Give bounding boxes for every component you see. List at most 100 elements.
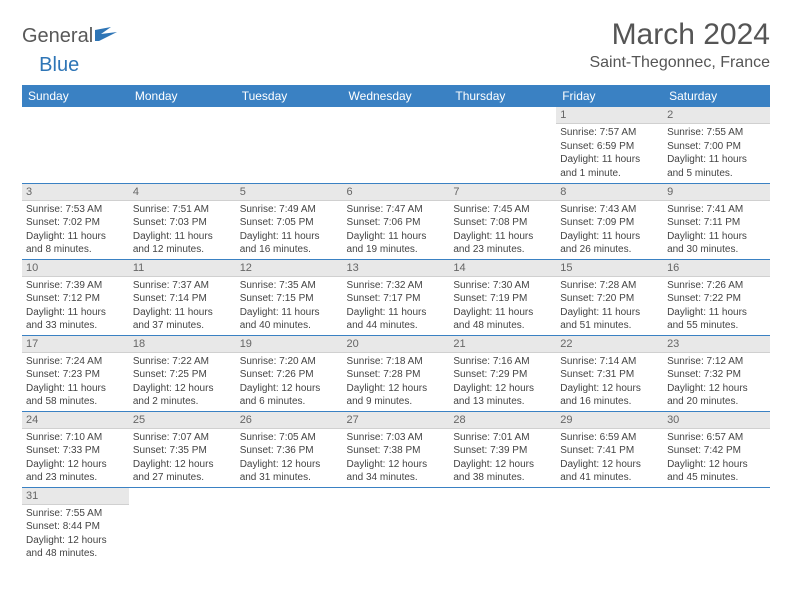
daylight-text: Daylight: 11 hours and 55 minutes. [667, 306, 766, 333]
sunrise-text: Sunrise: 7:51 AM [133, 203, 232, 217]
calendar-day: 27Sunrise: 7:03 AMSunset: 7:38 PMDayligh… [343, 411, 450, 487]
sunset-text: Sunset: 7:20 PM [560, 292, 659, 306]
day-number: 18 [129, 336, 236, 353]
sunset-text: Sunset: 7:08 PM [453, 216, 552, 230]
daylight-text: Daylight: 12 hours and 27 minutes. [133, 458, 232, 485]
calendar-day [556, 487, 663, 563]
calendar-day: 16Sunrise: 7:26 AMSunset: 7:22 PMDayligh… [663, 259, 770, 335]
day-details: Sunrise: 7:03 AMSunset: 7:38 PMDaylight:… [343, 429, 450, 487]
sunset-text: Sunset: 7:28 PM [347, 368, 446, 382]
daylight-text: Daylight: 12 hours and 23 minutes. [26, 458, 125, 485]
daylight-text: Daylight: 12 hours and 13 minutes. [453, 382, 552, 409]
calendar-day: 22Sunrise: 7:14 AMSunset: 7:31 PMDayligh… [556, 335, 663, 411]
daylight-text: Daylight: 11 hours and 26 minutes. [560, 230, 659, 257]
day-details: Sunrise: 7:43 AMSunset: 7:09 PMDaylight:… [556, 201, 663, 259]
day-details: Sunrise: 7:24 AMSunset: 7:23 PMDaylight:… [22, 353, 129, 411]
sunrise-text: Sunrise: 7:16 AM [453, 355, 552, 369]
sunrise-text: Sunrise: 7:28 AM [560, 279, 659, 293]
calendar-day: 8Sunrise: 7:43 AMSunset: 7:09 PMDaylight… [556, 183, 663, 259]
sunset-text: Sunset: 7:06 PM [347, 216, 446, 230]
daylight-text: Daylight: 11 hours and 8 minutes. [26, 230, 125, 257]
day-details: Sunrise: 6:57 AMSunset: 7:42 PMDaylight:… [663, 429, 770, 487]
calendar-day: 29Sunrise: 6:59 AMSunset: 7:41 PMDayligh… [556, 411, 663, 487]
day-details: Sunrise: 7:37 AMSunset: 7:14 PMDaylight:… [129, 277, 236, 335]
flag-icon [95, 24, 117, 47]
sunrise-text: Sunrise: 7:07 AM [133, 431, 232, 445]
logo-text-blue: Blue [39, 54, 79, 77]
sunrise-text: Sunrise: 7:55 AM [667, 126, 766, 140]
calendar-day: 24Sunrise: 7:10 AMSunset: 7:33 PMDayligh… [22, 411, 129, 487]
calendar-week: 3Sunrise: 7:53 AMSunset: 7:02 PMDaylight… [22, 183, 770, 259]
sunset-text: Sunset: 7:14 PM [133, 292, 232, 306]
day-details: Sunrise: 7:51 AMSunset: 7:03 PMDaylight:… [129, 201, 236, 259]
calendar-day: 4Sunrise: 7:51 AMSunset: 7:03 PMDaylight… [129, 183, 236, 259]
daylight-text: Daylight: 11 hours and 1 minute. [560, 153, 659, 180]
daylight-text: Daylight: 12 hours and 16 minutes. [560, 382, 659, 409]
calendar-day: 2Sunrise: 7:55 AMSunset: 7:00 PMDaylight… [663, 107, 770, 183]
daylight-text: Daylight: 11 hours and 33 minutes. [26, 306, 125, 333]
calendar-day: 13Sunrise: 7:32 AMSunset: 7:17 PMDayligh… [343, 259, 450, 335]
calendar-day [22, 107, 129, 183]
sunset-text: Sunset: 7:41 PM [560, 444, 659, 458]
sunrise-text: Sunrise: 7:30 AM [453, 279, 552, 293]
sunset-text: Sunset: 7:26 PM [240, 368, 339, 382]
location: Saint-Thegonnec, France [589, 54, 770, 72]
logo-text-general: General [22, 25, 93, 48]
day-details: Sunrise: 7:45 AMSunset: 7:08 PMDaylight:… [449, 201, 556, 259]
day-details: Sunrise: 7:55 AMSunset: 7:00 PMDaylight:… [663, 124, 770, 182]
sunrise-text: Sunrise: 7:32 AM [347, 279, 446, 293]
day-number: 30 [663, 412, 770, 429]
day-number: 16 [663, 260, 770, 277]
sunset-text: Sunset: 7:32 PM [667, 368, 766, 382]
day-number: 29 [556, 412, 663, 429]
daylight-text: Daylight: 12 hours and 38 minutes. [453, 458, 552, 485]
calendar-day: 10Sunrise: 7:39 AMSunset: 7:12 PMDayligh… [22, 259, 129, 335]
day-number: 19 [236, 336, 343, 353]
sunset-text: Sunset: 7:39 PM [453, 444, 552, 458]
day-details: Sunrise: 7:39 AMSunset: 7:12 PMDaylight:… [22, 277, 129, 335]
sunrise-text: Sunrise: 7:41 AM [667, 203, 766, 217]
logo: General [22, 24, 117, 49]
sunset-text: Sunset: 7:11 PM [667, 216, 766, 230]
day-header: Wednesday [343, 85, 450, 107]
day-number: 28 [449, 412, 556, 429]
sunset-text: Sunset: 7:15 PM [240, 292, 339, 306]
day-number: 9 [663, 184, 770, 201]
calendar-day: 14Sunrise: 7:30 AMSunset: 7:19 PMDayligh… [449, 259, 556, 335]
calendar-day: 6Sunrise: 7:47 AMSunset: 7:06 PMDaylight… [343, 183, 450, 259]
day-number: 4 [129, 184, 236, 201]
sunrise-text: Sunrise: 6:59 AM [560, 431, 659, 445]
month-title: March 2024 [589, 18, 770, 52]
calendar-day: 19Sunrise: 7:20 AMSunset: 7:26 PMDayligh… [236, 335, 343, 411]
sunrise-text: Sunrise: 7:39 AM [26, 279, 125, 293]
day-number: 31 [22, 488, 129, 505]
sunset-text: Sunset: 7:42 PM [667, 444, 766, 458]
sunrise-text: Sunrise: 7:22 AM [133, 355, 232, 369]
calendar-day: 3Sunrise: 7:53 AMSunset: 7:02 PMDaylight… [22, 183, 129, 259]
day-details: Sunrise: 7:01 AMSunset: 7:39 PMDaylight:… [449, 429, 556, 487]
sunset-text: Sunset: 7:31 PM [560, 368, 659, 382]
day-details: Sunrise: 7:35 AMSunset: 7:15 PMDaylight:… [236, 277, 343, 335]
day-number: 27 [343, 412, 450, 429]
sunrise-text: Sunrise: 7:53 AM [26, 203, 125, 217]
calendar-day: 9 Sunrise: 7:41 AMSunset: 7:11 PMDaylight… [663, 183, 770, 259]
sunrise-text: Sunrise: 7:12 AM [667, 355, 766, 369]
day-number: 25 [129, 412, 236, 429]
day-details: Sunrise: 7:07 AMSunset: 7:35 PMDaylight:… [129, 429, 236, 487]
calendar-day [343, 487, 450, 563]
calendar-day: 21Sunrise: 7:16 AMSunset: 7:29 PMDayligh… [449, 335, 556, 411]
sunset-text: Sunset: 7:33 PM [26, 444, 125, 458]
daylight-text: Daylight: 11 hours and 16 minutes. [240, 230, 339, 257]
calendar-day [236, 107, 343, 183]
calendar-day: 15Sunrise: 7:28 AMSunset: 7:20 PMDayligh… [556, 259, 663, 335]
calendar-day: 23Sunrise: 7:12 AMSunset: 7:32 PMDayligh… [663, 335, 770, 411]
calendar-table: Sunday Monday Tuesday Wednesday Thursday… [22, 85, 770, 563]
day-header: Saturday [663, 85, 770, 107]
daylight-text: Daylight: 11 hours and 40 minutes. [240, 306, 339, 333]
daylight-text: Daylight: 11 hours and 30 minutes. [667, 230, 766, 257]
calendar-day: 12Sunrise: 7:35 AMSunset: 7:15 PMDayligh… [236, 259, 343, 335]
day-details: Sunrise: 7:05 AMSunset: 7:36 PMDaylight:… [236, 429, 343, 487]
daylight-text: Daylight: 11 hours and 51 minutes. [560, 306, 659, 333]
day-header: Friday [556, 85, 663, 107]
day-number: 5 [236, 184, 343, 201]
